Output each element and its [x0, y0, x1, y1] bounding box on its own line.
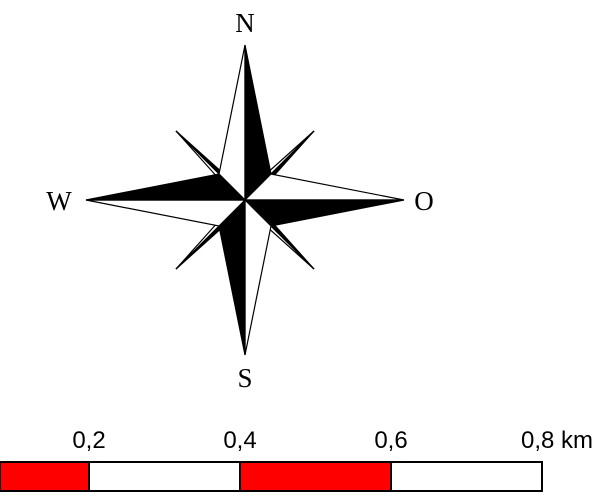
- compass-east-top: [243, 173, 405, 201]
- scale-bar-tick-labels: 0,2 0,4 0,6 0,8 km: [72, 427, 593, 454]
- scale-bar-tick-label: 0,6: [374, 427, 407, 454]
- compass-east-bottom: [243, 199, 405, 227]
- compass-north-right: [244, 44, 272, 202]
- compass-north-left: [218, 44, 246, 202]
- compass-south-right: [244, 198, 272, 356]
- scale-bar-segments: [0, 461, 543, 492]
- compass-rose: N S W O: [46, 8, 434, 393]
- compass-east-label: O: [414, 186, 434, 216]
- compass-west-label: W: [46, 186, 72, 216]
- compass-south-label: S: [237, 363, 252, 393]
- compass-west-bottom: [85, 199, 247, 227]
- scale-bar-segment-1: [0, 461, 90, 492]
- compass-west-top: [85, 173, 247, 201]
- scale-bar-tick-label: 0,2: [72, 427, 105, 454]
- scale-bar-segment-2: [88, 461, 241, 492]
- scale-bar-tick-label: 0,8 km: [521, 427, 593, 454]
- compass-south-left: [218, 198, 246, 356]
- scale-bar-tick-label: 0,4: [223, 427, 256, 454]
- scale-bar-segment-3: [239, 461, 392, 492]
- compass-cardinal-points: [85, 44, 405, 356]
- scale-bar-segment-4: [390, 461, 543, 492]
- scale-bar: 0,2 0,4 0,6 0,8 km: [0, 427, 593, 492]
- compass-north-label: N: [235, 8, 255, 38]
